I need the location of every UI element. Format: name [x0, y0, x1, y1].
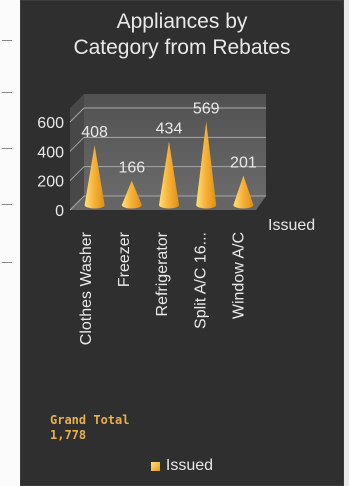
- gridline-side: [69, 136, 85, 152]
- cone-bar: [84, 145, 105, 209]
- category-label: Clothes Washer: [78, 231, 95, 345]
- y-tick-label: 200: [37, 174, 64, 191]
- cone-bar: [121, 180, 142, 209]
- y-tick-label: 400: [37, 144, 64, 161]
- chart-panel: [20, 0, 344, 486]
- right-margin: [344, 0, 349, 486]
- chart-legend: Issued: [20, 457, 344, 475]
- margin-mark: [2, 262, 12, 263]
- left-margin: [0, 0, 20, 486]
- y-tick-label: 600: [37, 115, 64, 132]
- back-wall: [84, 94, 266, 196]
- legend-swatch: [150, 461, 160, 471]
- grand-total-label: Grand Total: [50, 413, 130, 427]
- cone-bar: [159, 141, 179, 209]
- grand-total-value: 1,778: [50, 428, 87, 442]
- data-label: 166: [118, 160, 145, 177]
- margin-mark: [2, 40, 12, 41]
- legend-label: Issued: [165, 457, 214, 474]
- y-tick-label: 0: [55, 203, 64, 220]
- gridline-side: [69, 195, 85, 211]
- category-label: Window A/C: [231, 232, 248, 319]
- side-wall: [70, 94, 84, 210]
- cone-bar: [196, 121, 217, 209]
- data-label: 408: [81, 124, 108, 141]
- category-label: Freezer: [116, 231, 133, 287]
- gridline-side: [69, 107, 85, 123]
- margin-mark: [2, 148, 12, 149]
- cone-bar: [233, 175, 254, 209]
- gridline-side: [69, 166, 85, 182]
- margin-mark: [2, 92, 12, 93]
- category-label: Refrigerator: [154, 231, 171, 316]
- data-label: 569: [193, 101, 220, 118]
- data-label: 201: [230, 155, 257, 172]
- data-label: 434: [156, 120, 183, 137]
- category-label: Split A/C 16...: [192, 232, 209, 329]
- grand-total: Grand Total 1,778: [50, 413, 170, 443]
- margin-mark: [2, 204, 12, 205]
- series-axis-label: Issued: [268, 217, 315, 234]
- chart-title: Appliances by Category from Rebates: [73, 10, 291, 59]
